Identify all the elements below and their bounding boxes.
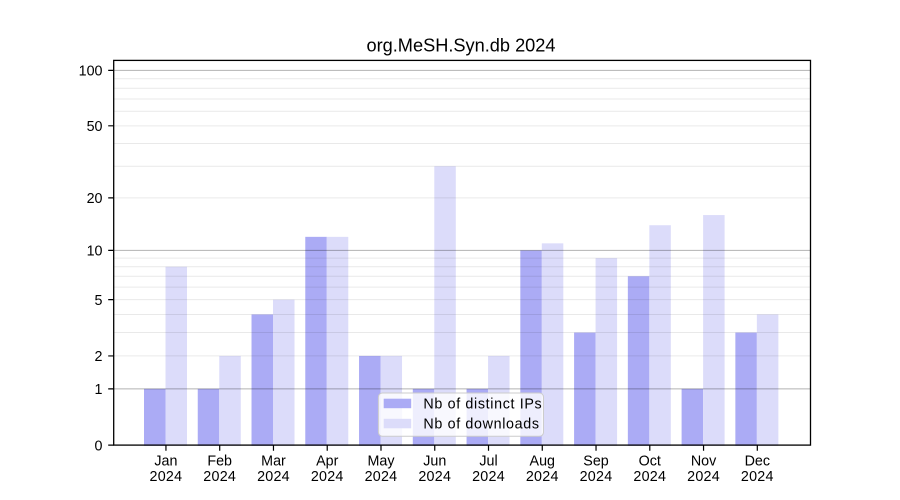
svg-text:20: 20 <box>87 191 103 207</box>
svg-text:2024: 2024 <box>150 469 183 485</box>
svg-text:2024: 2024 <box>580 469 613 485</box>
svg-text:2024: 2024 <box>365 469 398 485</box>
svg-text:100: 100 <box>79 64 103 80</box>
svg-text:2024: 2024 <box>257 469 290 485</box>
svg-text:Oct: Oct <box>639 454 661 470</box>
svg-text:1: 1 <box>95 382 103 398</box>
svg-text:2024: 2024 <box>687 469 720 485</box>
svg-text:May: May <box>367 454 395 470</box>
svg-text:5: 5 <box>95 293 103 309</box>
svg-text:Mar: Mar <box>261 454 286 470</box>
svg-text:2: 2 <box>95 349 103 365</box>
svg-text:2024: 2024 <box>311 469 344 485</box>
svg-text:Apr: Apr <box>316 454 338 470</box>
svg-text:Jun: Jun <box>423 454 446 470</box>
svg-text:Jan: Jan <box>154 454 177 470</box>
svg-text:0: 0 <box>95 438 103 454</box>
svg-text:2024: 2024 <box>472 469 505 485</box>
svg-text:org.MeSH.Syn.db 2024: org.MeSH.Syn.db 2024 <box>366 35 555 55</box>
svg-text:2024: 2024 <box>203 469 236 485</box>
svg-text:2024: 2024 <box>741 469 774 485</box>
svg-text:2024: 2024 <box>526 469 559 485</box>
svg-text:Nb of downloads: Nb of downloads <box>423 417 539 433</box>
svg-text:Aug: Aug <box>530 454 555 470</box>
svg-text:Feb: Feb <box>207 454 232 470</box>
svg-text:Jul: Jul <box>479 454 497 470</box>
svg-text:2024: 2024 <box>418 469 451 485</box>
svg-text:10: 10 <box>87 244 103 260</box>
svg-text:Sep: Sep <box>583 454 608 470</box>
svg-text:2024: 2024 <box>633 469 666 485</box>
svg-text:Nb of distinct IPs: Nb of distinct IPs <box>423 397 542 413</box>
svg-text:50: 50 <box>87 119 103 135</box>
svg-text:Dec: Dec <box>745 454 770 470</box>
svg-text:Nov: Nov <box>691 454 717 470</box>
